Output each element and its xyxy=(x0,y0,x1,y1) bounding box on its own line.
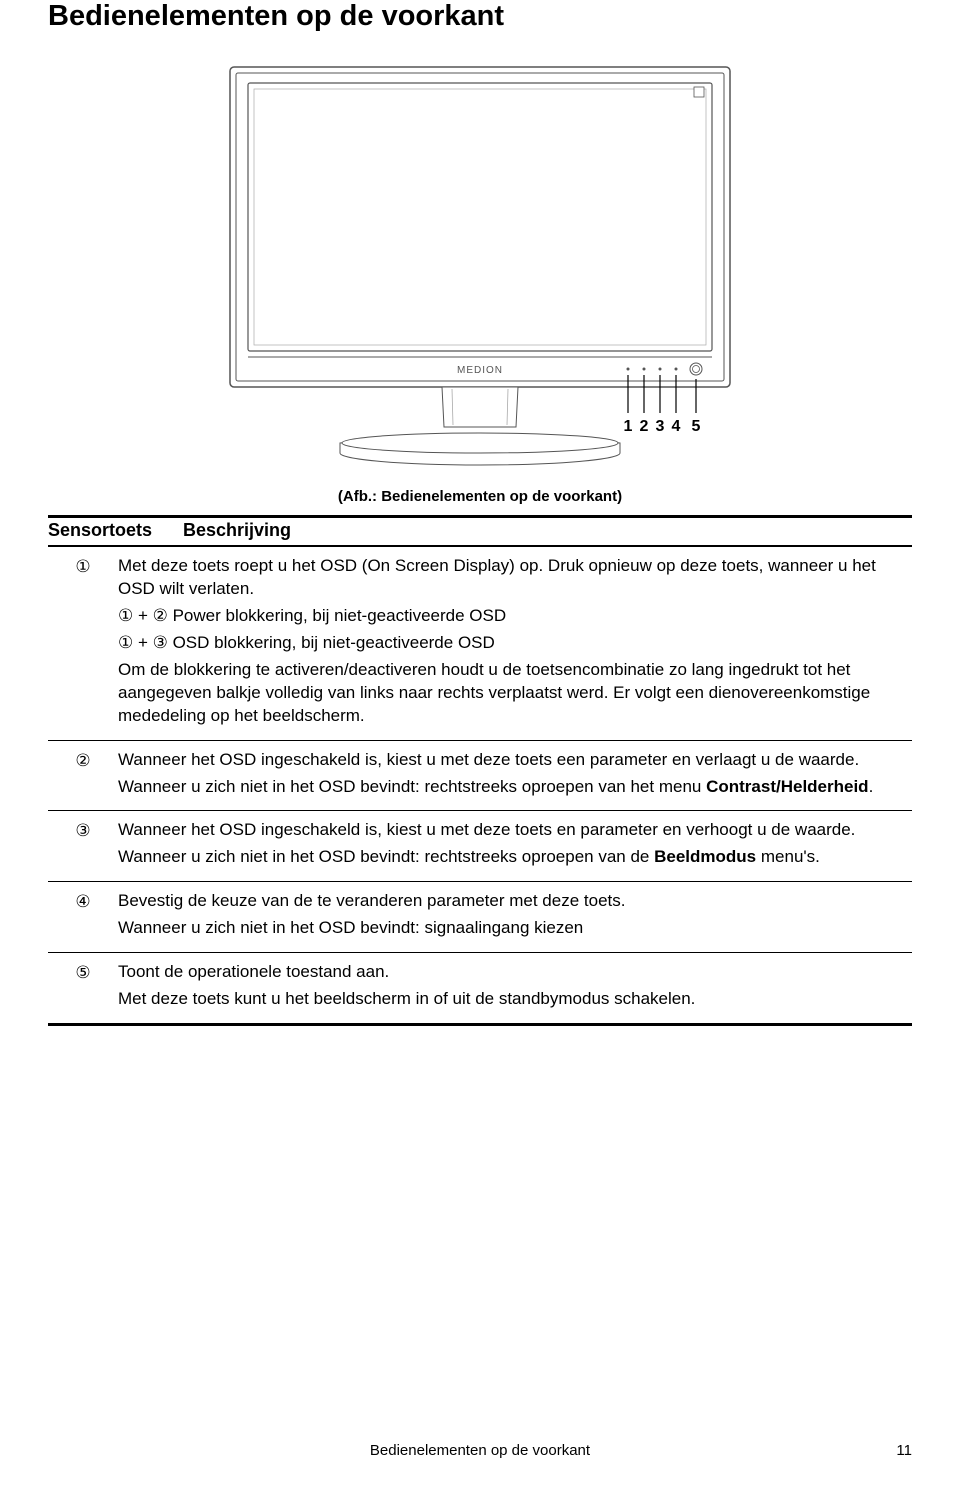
row-paragraph: Wanneer het OSD ingeschakeld is, kiest u… xyxy=(118,819,912,842)
row-paragraph: Wanneer u zich niet in het OSD bevindt: … xyxy=(118,846,912,869)
row-paragraph: Met deze toets roept u het OSD (On Scree… xyxy=(118,555,912,601)
diagram-caption: (Afb.: Bedienelementen op de voorkant) xyxy=(48,488,912,505)
table-header-col2: Beschrijving xyxy=(183,520,291,540)
monitor-diagram: MEDION 1 2 3 4 5 xyxy=(48,57,912,482)
table-end-rule xyxy=(48,1023,912,1026)
callout-2: 2 xyxy=(640,418,649,435)
row-key: ① xyxy=(48,555,118,732)
callout-1: 1 xyxy=(624,418,633,435)
footer-text: Bedienelementen op de voorkant xyxy=(370,1442,590,1459)
callout-5: 5 xyxy=(692,418,701,435)
callout-3: 3 xyxy=(656,418,665,435)
row-paragraph: Wanneer u zich niet in het OSD bevindt: … xyxy=(118,917,912,940)
row-paragraph: Toont de operationele toestand aan. xyxy=(118,961,912,984)
row-paragraph: Met deze toets kunt u het beeldscherm in… xyxy=(118,988,912,1011)
page-heading: Bedienelementen op de voorkant xyxy=(48,0,912,33)
row-description: Toont de operationele toestand aan. Met d… xyxy=(118,961,912,1015)
row-description: Wanneer het OSD ingeschakeld is, kiest u… xyxy=(118,749,912,803)
row-description: Met deze toets roept u het OSD (On Scree… xyxy=(118,555,912,732)
row-key: ② xyxy=(48,749,118,803)
row-key: ⑤ xyxy=(48,961,118,1015)
row-paragraph: Bevestig de keuze van de te veranderen p… xyxy=(118,890,912,913)
row-paragraph: Wanneer het OSD ingeschakeld is, kiest u… xyxy=(118,749,912,772)
page-footer: Bedienelementen op de voorkant 11 xyxy=(0,1442,960,1459)
table-header: Sensortoets Beschrijving xyxy=(48,515,912,547)
table-row: ⑤Toont de operationele toestand aan. Met … xyxy=(48,953,912,1023)
row-paragraph: Wanneer u zich niet in het OSD bevindt: … xyxy=(118,776,912,799)
row-description: Bevestig de keuze van de te veranderen p… xyxy=(118,890,912,944)
table-row: ①Met deze toets roept u het OSD (On Scre… xyxy=(48,547,912,741)
table-row: ③Wanneer het OSD ingeschakeld is, kiest … xyxy=(48,811,912,882)
page-number: 11 xyxy=(896,1442,912,1459)
table-header-col1: Sensortoets xyxy=(48,520,178,541)
row-paragraph: ① + ② Power blokkering, bij niet-geactiv… xyxy=(118,605,912,628)
brand-label: MEDION xyxy=(457,365,503,376)
callout-4: 4 xyxy=(672,418,681,435)
table-row: ②Wanneer het OSD ingeschakeld is, kiest … xyxy=(48,741,912,812)
table-row: ④Bevestig de keuze van de te veranderen … xyxy=(48,882,912,953)
row-paragraph: Om de blokkering te activeren/deactivere… xyxy=(118,659,912,728)
monitor-illustration: MEDION 1 2 3 4 5 xyxy=(200,57,760,477)
row-key: ④ xyxy=(48,890,118,944)
row-paragraph: ① + ③ OSD blokkering, bij niet-geactivee… xyxy=(118,632,912,655)
row-key: ③ xyxy=(48,819,118,873)
row-description: Wanneer het OSD ingeschakeld is, kiest u… xyxy=(118,819,912,873)
